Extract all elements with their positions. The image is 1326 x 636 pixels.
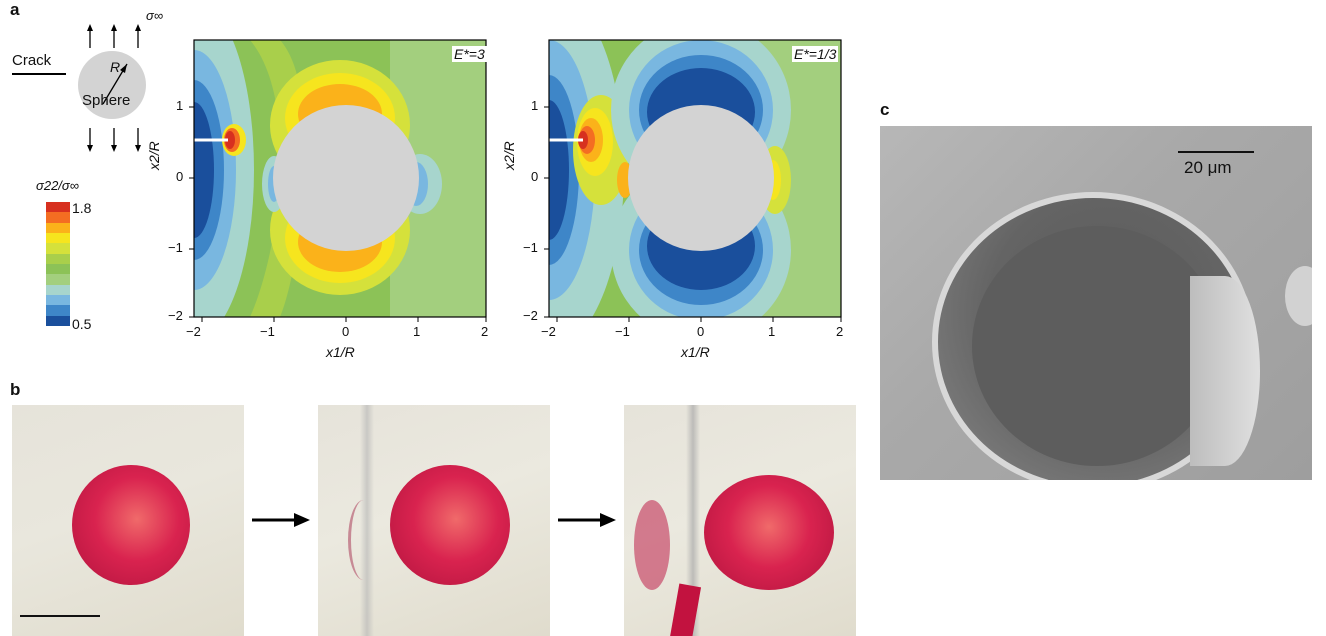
- photo-step-1: [12, 405, 244, 636]
- colorbar-swatch: [46, 315, 70, 326]
- red-sphere: [704, 475, 834, 590]
- contour-field-e3: [194, 40, 486, 317]
- contour-field-e13: [549, 40, 841, 317]
- xtick: −2: [541, 324, 556, 339]
- ytick: −1: [168, 240, 183, 255]
- sphere-section: [628, 105, 774, 251]
- crack-sphere-schematic: [12, 24, 146, 152]
- sem-scale-label: 20 μm: [1184, 158, 1232, 177]
- colorbar-swatch: [46, 294, 70, 306]
- tension-arrows-top: [89, 28, 139, 48]
- colorbar-swatch: [46, 284, 70, 295]
- annotation-e13: E*=1/3: [792, 46, 839, 62]
- xtick: −2: [186, 324, 201, 339]
- ytick: −1: [523, 240, 538, 255]
- sphere-shape: [78, 51, 146, 119]
- colorbar-min-label: 0.5: [72, 316, 92, 332]
- xtick: 2: [481, 324, 489, 339]
- contour-plot-e3: [189, 39, 487, 322]
- sphere-section: [273, 105, 419, 251]
- xtick: 0: [342, 324, 350, 339]
- colorbar-swatch: [46, 243, 70, 254]
- xtick: 1: [768, 324, 776, 339]
- colorbar-swatch: [46, 222, 70, 233]
- sem-scale-bar: [1178, 151, 1254, 153]
- contour-plot-e13: [544, 39, 842, 322]
- annotation-e3: E*=3: [452, 46, 487, 62]
- radius-label: R: [110, 59, 121, 75]
- colorbar-swatch: [46, 263, 70, 275]
- sphere-label: Sphere: [82, 92, 131, 109]
- far-field-stress-label: σ∞: [146, 8, 164, 23]
- colorbar-swatch: [46, 253, 70, 264]
- arrow-icon: [558, 513, 616, 527]
- colorbar-swatch: [46, 274, 70, 285]
- colorbar-title: σ22/σ∞: [36, 178, 80, 193]
- xtick: 1: [413, 324, 421, 339]
- colorbar-swatch: [46, 232, 70, 244]
- ytick: −2: [523, 308, 538, 323]
- arrow-icon: [252, 513, 310, 527]
- crack-label: Crack: [12, 52, 52, 69]
- panel-label-a: a: [10, 0, 20, 19]
- xtick: −1: [615, 324, 630, 339]
- ylabel: x2/R: [146, 141, 162, 170]
- red-sphere: [390, 465, 510, 585]
- photo-step-2: [318, 405, 550, 636]
- panel-label-c: c: [880, 100, 890, 119]
- colorbar-max-label: 1.8: [72, 200, 92, 216]
- colorbar: [46, 202, 70, 326]
- panel-label-b: b: [10, 380, 21, 399]
- colorbar-swatch: [46, 305, 70, 316]
- ytick: 1: [176, 98, 184, 113]
- xtick: 2: [836, 324, 844, 339]
- crater-floor: [972, 226, 1222, 466]
- xtick: 0: [697, 324, 705, 339]
- red-sphere: [72, 465, 190, 585]
- xlabel: x1/R: [681, 344, 710, 360]
- colorbar-swatch: [46, 202, 70, 213]
- sem-image: [880, 126, 1312, 480]
- ytick: 0: [176, 169, 184, 184]
- ylabel: x2/R: [501, 141, 517, 170]
- photo-step-3: [624, 405, 856, 636]
- scale-bar: [20, 615, 100, 617]
- colorbar-swatch: [46, 212, 70, 223]
- xtick: −1: [260, 324, 275, 339]
- ytick: −2: [168, 308, 183, 323]
- crack-front: [686, 405, 700, 636]
- ytick: 0: [531, 169, 539, 184]
- ytick: 1: [531, 98, 539, 113]
- xlabel: x1/R: [326, 344, 355, 360]
- tension-arrows-bottom: [89, 128, 139, 148]
